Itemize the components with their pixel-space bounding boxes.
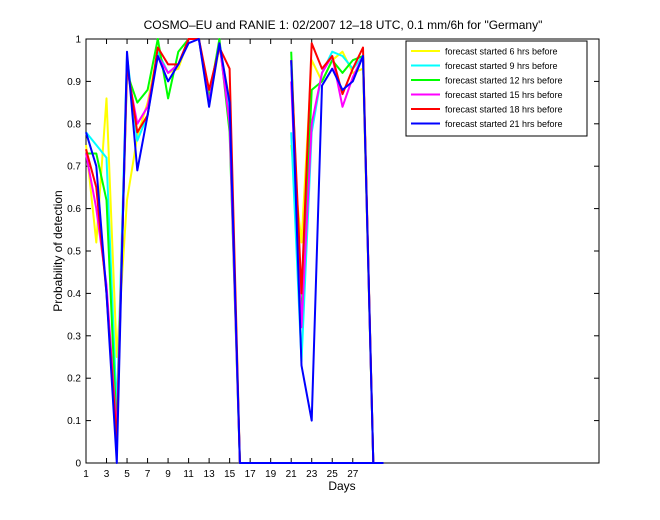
x-tick-label: 3 — [104, 469, 110, 480]
y-tick-label: 1 — [75, 35, 81, 46]
x-tick-label: 11 — [183, 469, 194, 480]
legend-entry: forecast started 6 hrs before — [445, 47, 558, 57]
x-tick-label: 21 — [286, 469, 298, 480]
y-tick-label: 0.4 — [67, 289, 81, 300]
y-tick-label: 0.3 — [67, 331, 81, 342]
legend: forecast started 6 hrs before forecast st… — [405, 40, 588, 137]
x-tick-label: 5 — [124, 469, 130, 480]
y-tick-label: 0.5 — [67, 247, 81, 258]
x-tick-label: 19 — [265, 469, 277, 480]
x-tick-label: 15 — [224, 469, 236, 480]
x-tick-label: 25 — [327, 469, 339, 480]
y-axis: 0 0.1 0.2 0.3 0.4 0.5 0.6 0.7 0.8 0.9 1 — [67, 35, 599, 470]
y-tick-label: 0.8 — [67, 119, 81, 130]
x-axis: 1 3 5 7 9 11 13 15 17 19 21 23 25 27 — [83, 39, 359, 480]
x-tick-label: 23 — [306, 469, 318, 480]
x-tick-label: 17 — [245, 469, 257, 480]
y-axis-label: Probability of detection — [51, 190, 65, 311]
series-line-6-segment-1 — [85, 38, 384, 464]
legend-box — [405, 40, 588, 137]
x-tick-label: 13 — [204, 469, 216, 480]
legend-entry: forecast started 15 hrs before — [445, 90, 563, 100]
legend-entry: forecast started 9 hrs before — [445, 61, 558, 71]
x-tick-label: 1 — [83, 469, 89, 480]
x-axis-label: Days — [328, 479, 355, 493]
y-tick-label: 0.1 — [67, 416, 81, 427]
legend-entry: forecast started 12 hrs before — [445, 76, 563, 86]
x-tick-label: 9 — [165, 469, 171, 480]
y-tick-label: 0.9 — [67, 77, 81, 88]
y-tick-label: 0.6 — [67, 204, 81, 215]
x-tick-label: 27 — [347, 469, 359, 480]
y-tick-label: 0.2 — [67, 374, 81, 385]
legend-entry: forecast started 21 hrs before — [445, 119, 563, 129]
chart-title: COSMO–EU and RANIE 1: 02/2007 12–18 UTC,… — [144, 18, 543, 32]
series-line-6-segment-2 — [290, 55, 384, 464]
y-tick-label: 0 — [75, 459, 81, 470]
legend-entry: forecast started 18 hrs before — [445, 105, 563, 115]
x-tick-label: 7 — [145, 469, 151, 480]
y-tick-label: 0.7 — [67, 162, 81, 173]
series-lines — [85, 38, 384, 464]
